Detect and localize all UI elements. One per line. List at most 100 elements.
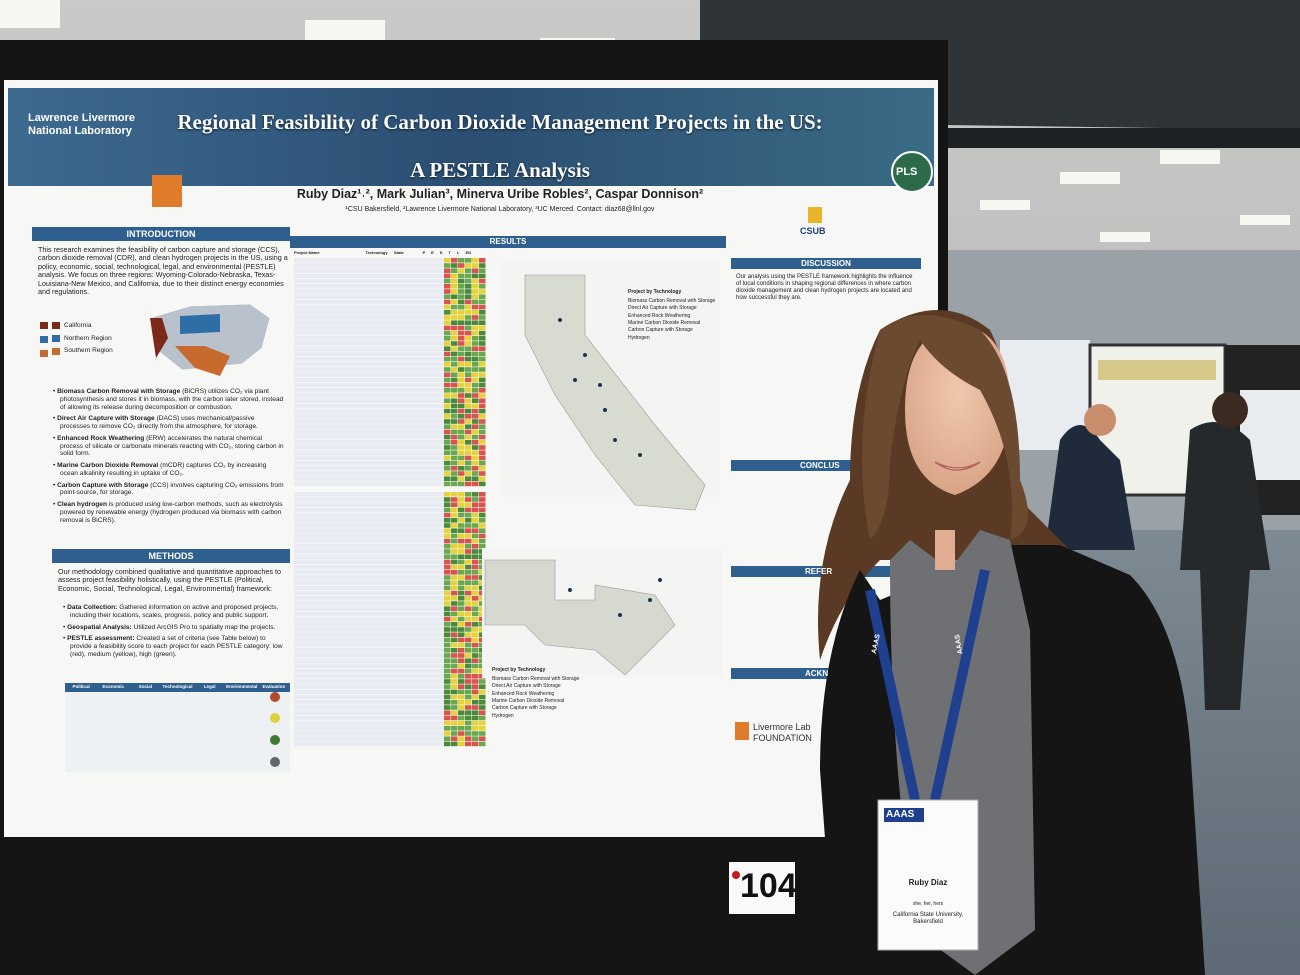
table-cell [465, 304, 472, 310]
table-cell [444, 377, 451, 383]
ack-heading: ACKN [805, 669, 829, 678]
table-cell [451, 294, 458, 299]
table-cell [444, 518, 451, 523]
table-cell [465, 705, 472, 710]
table-cell [479, 715, 486, 721]
table-cell [465, 533, 472, 539]
table-cell [444, 694, 451, 700]
foundation-logo [735, 722, 749, 740]
table-cell [472, 523, 479, 528]
table-cell [451, 398, 458, 403]
table-row [294, 679, 444, 684]
table-cell [465, 414, 472, 419]
table-cell [465, 346, 472, 351]
table-cell [458, 694, 465, 700]
table-cell [444, 720, 451, 726]
table-cell [472, 710, 479, 715]
table-cell [444, 471, 451, 476]
table-cell [458, 497, 465, 502]
map-legend-item: Hydrogen [492, 712, 514, 719]
table-cell [451, 492, 458, 497]
table-cell [444, 549, 451, 554]
table-cell [465, 315, 472, 320]
table-cell [458, 538, 465, 544]
table-cell [451, 575, 458, 580]
table-cell [479, 414, 486, 419]
ack-header [731, 668, 921, 679]
table-cell [451, 382, 458, 388]
table-cell [465, 341, 472, 346]
table-cell [458, 377, 465, 383]
discussion-header [731, 258, 921, 269]
title-line-2: A PESTLE Analysis [410, 158, 590, 182]
table-cell [465, 606, 472, 611]
table-cell [472, 466, 479, 471]
table-cell [458, 523, 465, 528]
table-row [294, 694, 444, 700]
table-cell [458, 642, 465, 648]
table-cell [465, 362, 472, 367]
table-cell [458, 653, 465, 658]
table-cell [465, 528, 472, 533]
table-cell [479, 351, 486, 357]
table-cell [444, 440, 451, 445]
table-cell [444, 538, 451, 544]
table-cell [479, 684, 486, 689]
table-cell [458, 304, 465, 310]
table-cell [444, 419, 451, 424]
poster-number: 104 [740, 867, 797, 905]
us-map [40, 303, 271, 376]
table-row [294, 424, 444, 429]
table-cell [451, 367, 458, 372]
table-cell [479, 538, 486, 544]
table-cell [458, 398, 465, 403]
table-cell [458, 393, 465, 398]
table-cell [458, 471, 465, 476]
table-row [294, 304, 444, 310]
csub-text: CSUB [800, 226, 826, 236]
table-cell [479, 372, 486, 377]
table-cell [451, 424, 458, 429]
table-row [294, 590, 444, 596]
map-california [482, 262, 722, 678]
table-cell [451, 580, 458, 585]
table-cell [444, 455, 451, 461]
table-cell [458, 720, 465, 726]
table-cell [444, 403, 451, 409]
table-row [294, 476, 444, 481]
table-cell [472, 351, 479, 357]
table-cell [479, 263, 486, 268]
table-cell [465, 518, 472, 523]
table-cell [472, 606, 479, 611]
foundation-text: Livermore Lab FOUNDATION [753, 722, 812, 743]
bullet: • Enhanced Rock Weathering (ERW) acceler… [53, 434, 284, 458]
table-cell [451, 440, 458, 445]
table-cell [465, 377, 472, 383]
criteria-header: Environmental [226, 684, 258, 689]
table-cell [444, 336, 451, 341]
table-cell [458, 367, 465, 372]
table-cell [451, 429, 458, 435]
table-cell [472, 741, 479, 747]
map-legend-item: Direct Air Capture with Storage [492, 683, 561, 690]
table-cell [465, 403, 472, 409]
criteria-header: Legal [203, 684, 216, 689]
table-cell [458, 726, 465, 731]
table-cell [479, 710, 486, 715]
table-cell [451, 684, 458, 689]
table-cell [458, 403, 465, 409]
affiliations: ¹CSU Bakersfield, ²Lawrence Livermore Na… [345, 206, 655, 213]
bullet: • Direct Air Capture with Storage (DACS)… [53, 415, 258, 431]
table-cell [479, 694, 486, 700]
results-col-header: T [448, 250, 451, 255]
table-cell [465, 330, 472, 336]
criteria-table [65, 692, 290, 772]
table-cell [444, 575, 451, 580]
table-cell [444, 497, 451, 502]
table-cell [451, 408, 458, 414]
table-cell [458, 596, 465, 601]
table-cell [465, 731, 472, 736]
table-cell [458, 481, 465, 487]
bullet-term: Direct Air Capture with Storage [57, 415, 155, 423]
table-cell [444, 481, 451, 487]
